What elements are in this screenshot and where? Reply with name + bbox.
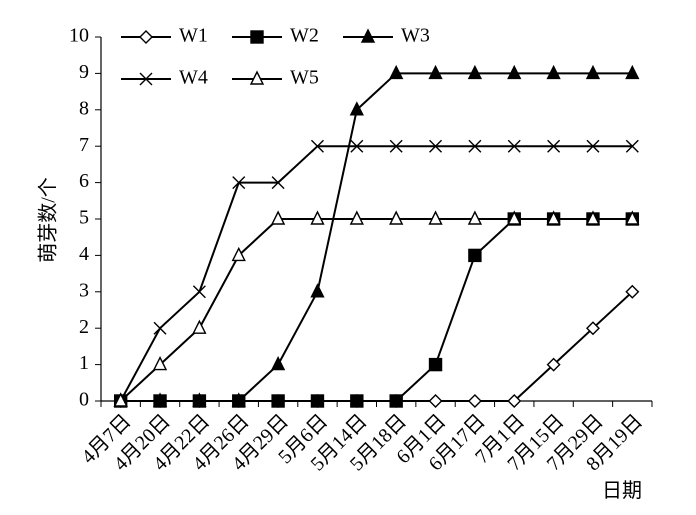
data-point (507, 210, 522, 225)
legend-marker (249, 70, 265, 85)
data-point (152, 356, 168, 371)
y-tick-label: 2 (79, 316, 89, 338)
data-point (586, 139, 600, 153)
data-point (231, 392, 246, 407)
data-point (585, 210, 601, 225)
series-line (120, 218, 633, 402)
data-point (428, 394, 443, 408)
data-point (389, 139, 403, 153)
y-tick-label: 6 (79, 170, 89, 192)
data-point (625, 284, 640, 299)
data-point (467, 394, 482, 408)
data-point (349, 101, 364, 116)
data-point (350, 394, 364, 408)
data-point (428, 64, 443, 80)
data-point (349, 210, 364, 225)
data-point (310, 283, 325, 298)
x-axis-label: 日期 (602, 480, 642, 502)
legend-label: W5 (290, 67, 319, 89)
legend-label: W1 (179, 25, 208, 47)
data-point (389, 210, 404, 225)
y-tick-label: 3 (79, 279, 89, 301)
legend-marker (139, 30, 153, 44)
data-point (507, 64, 522, 80)
legend-marker (360, 28, 376, 43)
data-point (625, 139, 639, 153)
data-point (625, 64, 640, 80)
data-point (232, 176, 246, 190)
data-point (546, 210, 561, 225)
data-point (310, 210, 325, 225)
legend-marker (139, 72, 153, 86)
y-tick-label: 9 (79, 61, 89, 83)
legend-label: W4 (179, 67, 208, 89)
y-tick-label: 10 (69, 25, 89, 47)
data-point (428, 357, 443, 372)
data-point (270, 210, 286, 225)
legend-label: W2 (290, 25, 319, 47)
data-point (152, 392, 168, 407)
data-point (271, 176, 285, 190)
y-tick-label: 7 (79, 134, 89, 156)
data-point (468, 248, 482, 263)
y-tick-label: 5 (79, 207, 89, 229)
legend-marker (250, 30, 264, 44)
data-point (389, 394, 403, 408)
data-point (467, 64, 483, 80)
data-point (153, 321, 167, 335)
data-point (467, 210, 483, 225)
data-point (507, 394, 522, 408)
data-point (389, 64, 404, 80)
legend-label: W3 (401, 25, 430, 47)
data-point (625, 210, 640, 225)
data-point (585, 64, 601, 80)
data-point (231, 246, 246, 262)
data-point (546, 64, 561, 80)
y-tick-label: 4 (79, 243, 89, 265)
series-line (119, 145, 633, 402)
data-point (546, 357, 561, 372)
data-point (270, 356, 286, 371)
series-line (120, 72, 633, 402)
data-point (310, 394, 325, 408)
data-point (585, 321, 600, 336)
data-point (113, 392, 128, 407)
data-point (468, 139, 482, 153)
series-line (120, 291, 634, 402)
data-point (507, 139, 521, 153)
y-tick-label: 8 (79, 97, 89, 119)
y-axis-label: 萌芽数/个 (37, 177, 60, 263)
y-tick-label: 1 (79, 352, 89, 374)
data-point (350, 139, 364, 153)
data-point (429, 139, 443, 153)
data-point (192, 319, 207, 334)
y-tick-label: 0 (79, 389, 89, 411)
data-point (310, 139, 324, 153)
series-line (119, 218, 633, 402)
data-point (192, 392, 207, 407)
data-point (271, 394, 285, 408)
data-point (192, 285, 206, 299)
data-point (547, 139, 561, 153)
data-point (428, 210, 443, 225)
